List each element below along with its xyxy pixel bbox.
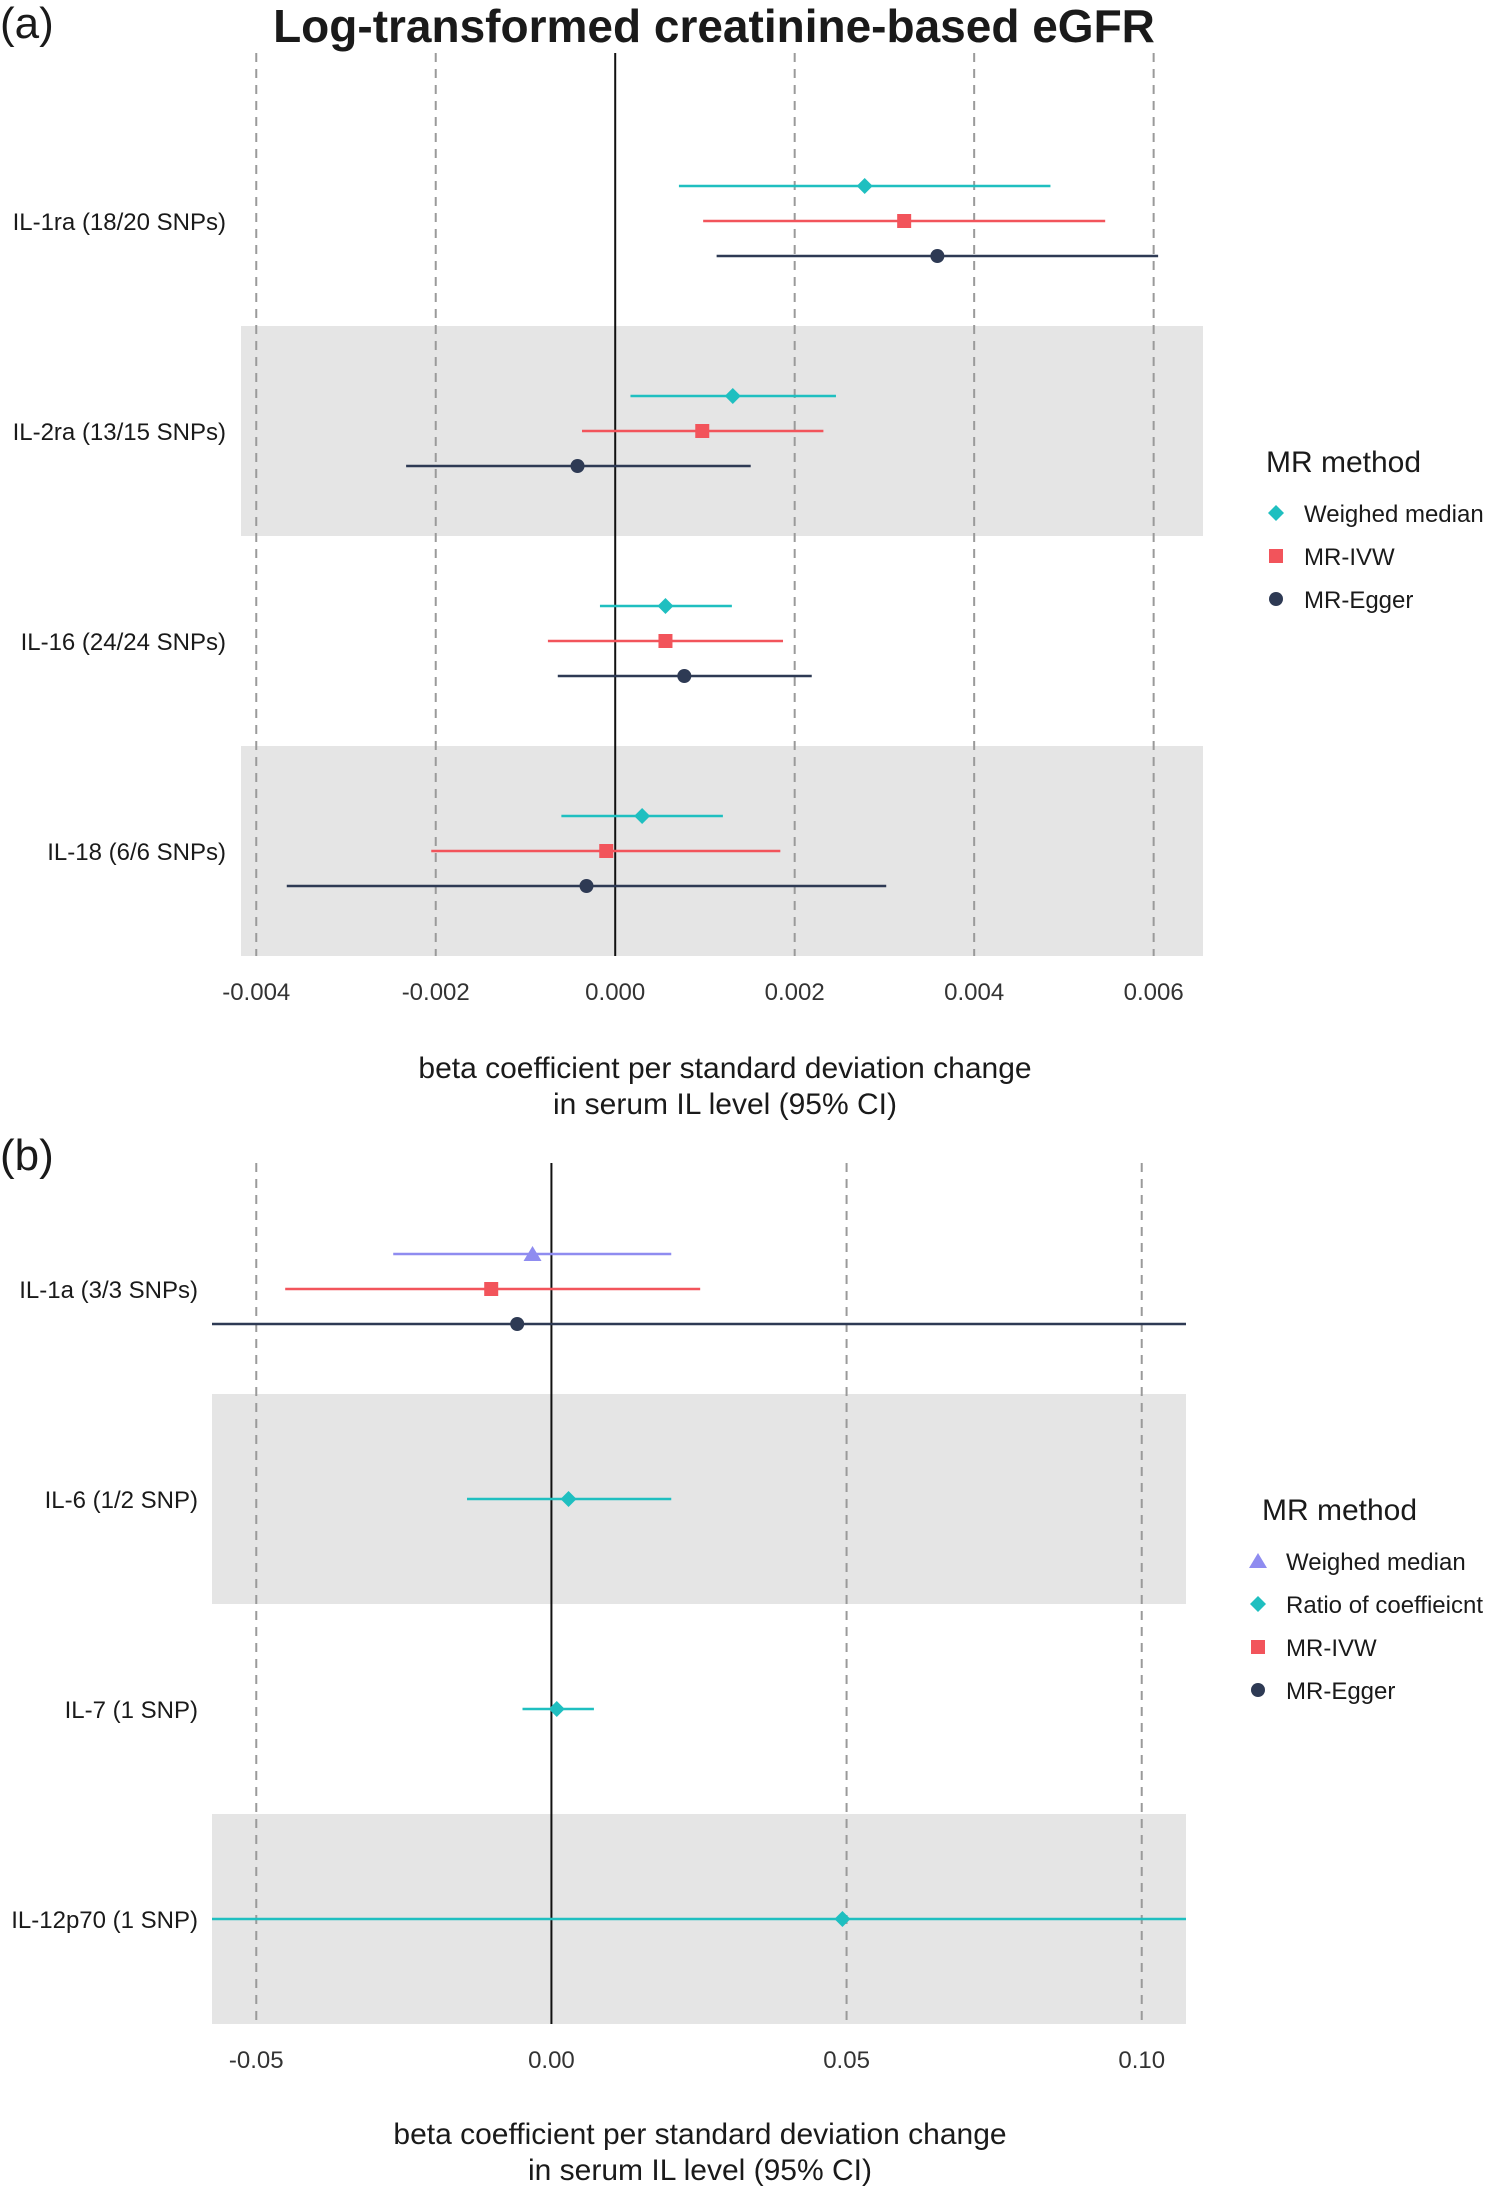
panel-a-point-mr-egger-il-1ra-18-20-snps [930, 249, 945, 263]
panel-a-point-weighed-median-il-16-24-24-snps [657, 598, 674, 614]
panel-a-tick-label: -0.002 [402, 979, 470, 1006]
panel-b-row-label-il-6-1-2-snp: IL-6 (1/2 SNP) [45, 1487, 198, 1514]
panel-a-legend-label-mr-egger: MR-Egger [1304, 587, 1413, 614]
panel-a-row-label-il-1ra-18-20-snps: IL-1ra (18/20 SNPs) [13, 209, 226, 236]
panel-b-tick-label: -0.05 [229, 2047, 284, 2074]
panel-a-point-mr-egger-il-16-24-24-snps [677, 669, 692, 683]
panel-b-legend-title: MR method [1262, 1494, 1417, 1527]
panel-a-legend-item-mr-ivw: MR-IVW [1269, 544, 1395, 571]
panel-b-legend-item-mr-ivw: MR-IVW [1251, 1635, 1377, 1662]
panel-a-label: (a) [0, 0, 54, 48]
panel-b-legend-key-ratio-of-coeffieicnt [1250, 1596, 1266, 1612]
panel-a-point-mr-egger-il-2ra-13-15-snps [570, 459, 585, 473]
panel-a-legend-title: MR method [1266, 446, 1421, 479]
panel-b-legend-key-weighed-median [1249, 1553, 1267, 1568]
panel-b-tick-label: 0.05 [823, 2047, 870, 2074]
panel-b-legend-label-ratio-of-coeffieicnt: Ratio of coeffieicnt [1286, 1592, 1483, 1619]
panel-b-legend-item-ratio-of-coeffieicnt: Ratio of coeffieicnt [1250, 1592, 1483, 1619]
panel-a-row-label-il-2ra-13-15-snps: IL-2ra (13/15 SNPs) [13, 419, 226, 446]
panel-b-x-axis-label-line1: beta coefficient per standard deviation … [393, 2118, 1006, 2151]
panel-b-point-mr-egger-il-1a-3-3-snps [510, 1317, 525, 1331]
panel-b-legend-key-mr-ivw [1251, 1640, 1265, 1654]
chart-title: Log-transformed creatinine-based eGFR [273, 0, 1155, 52]
panel-a-tick-label: 0.002 [765, 979, 825, 1006]
panel-a-point-weighed-median-il-1ra-18-20-snps [856, 178, 873, 194]
panel-a-point-weighed-median-il-2ra-13-15-snps [724, 388, 741, 404]
panel-b-point-weighed-median-il-1a-3-3-snps [523, 1246, 542, 1261]
panel-a-legend-label-weighed-median: Weighed median [1304, 501, 1484, 528]
panel-b-point-mr-ivw-il-1a-3-3-snps [484, 1282, 499, 1296]
panel-a-point-mr-ivw-il-18-6-6-snps [599, 844, 614, 858]
panel-b-tick-label: 0.00 [528, 2047, 575, 2074]
panel-b-legend-key-mr-egger [1251, 1683, 1265, 1697]
panel-a-legend-key-mr-ivw [1269, 549, 1283, 563]
panel-a-x-axis-label-line2: in serum IL level (95% CI) [553, 1088, 897, 1121]
panel-b-plot: -0.05 0.00 0.05 0.10 IL-1a (3/3 SNPs) IL-6 (1… [11, 1163, 1483, 2074]
panel-b-legend-item-weighed-median: Weighed median [1249, 1549, 1466, 1576]
panel-a-point-weighed-median-il-18-6-6-snps [634, 808, 651, 824]
panel-b-tick-label: 0.10 [1118, 2047, 1165, 2074]
panel-a-tick-label: 0.000 [585, 979, 645, 1006]
panel-a-legend-key-weighed-median [1268, 505, 1284, 521]
panel-a-row-label-il-18-6-6-snps: IL-18 (6/6 SNPs) [47, 839, 226, 866]
panel-b-point-ratio-of-coeffieicnt-il-12p70-1-snp [834, 1911, 851, 1927]
panel-a-point-mr-ivw-il-16-24-24-snps [658, 634, 673, 648]
panel-a-legend-item-mr-egger: MR-Egger [1269, 587, 1413, 614]
panel-b-row-label-il-12p70-1-snp: IL-12p70 (1 SNP) [11, 1907, 198, 1934]
panel-b-row-label-il-7-1-snp: IL-7 (1 SNP) [65, 1697, 198, 1724]
panel-a-x-axis-label-line1: beta coefficient per standard deviation … [418, 1052, 1031, 1085]
panel-b-point-ratio-of-coeffieicnt-il-6-1-2-snp [560, 1491, 577, 1507]
panel-a-point-mr-egger-il-18-6-6-snps [579, 879, 594, 893]
panel-b-legend-item-mr-egger: MR-Egger [1251, 1678, 1395, 1705]
panel-a-point-mr-ivw-il-2ra-13-15-snps [695, 424, 710, 438]
panel-b-legend-label-mr-ivw: MR-IVW [1286, 1635, 1377, 1662]
panel-b-label: (b) [0, 1131, 54, 1180]
panel-a-plot: -0.004 -0.002 0.000 0.002 0.004 0.006 IL-1ra (… [13, 53, 1484, 1006]
panel-b-legend-label-mr-egger: MR-Egger [1286, 1678, 1395, 1705]
panel-a-legend-label-mr-ivw: MR-IVW [1304, 544, 1395, 571]
panel-a-tick-label: 0.004 [944, 979, 1004, 1006]
panel-a-legend-key-mr-egger [1269, 592, 1283, 606]
panel-b-legend-label-weighed-median: Weighed median [1286, 1549, 1466, 1576]
panel-b-x-axis-label-line2: in serum IL level (95% CI) [528, 2154, 872, 2187]
panel-b-row-band [212, 1394, 1186, 1604]
panel-a-row-label-il-16-24-24-snps: IL-16 (24/24 SNPs) [21, 629, 226, 656]
panel-a-legend-item-weighed-median: Weighed median [1268, 501, 1484, 528]
panel-b-row-label-il-1a-3-3-snps: IL-1a (3/3 SNPs) [19, 1277, 198, 1304]
panel-a-tick-label: -0.004 [222, 979, 290, 1006]
panel-b-point-ratio-of-coeffieicnt-il-7-1-snp [548, 1701, 565, 1717]
panel-a-tick-label: 0.006 [1124, 979, 1184, 1006]
panel-a-point-mr-ivw-il-1ra-18-20-snps [897, 214, 912, 228]
